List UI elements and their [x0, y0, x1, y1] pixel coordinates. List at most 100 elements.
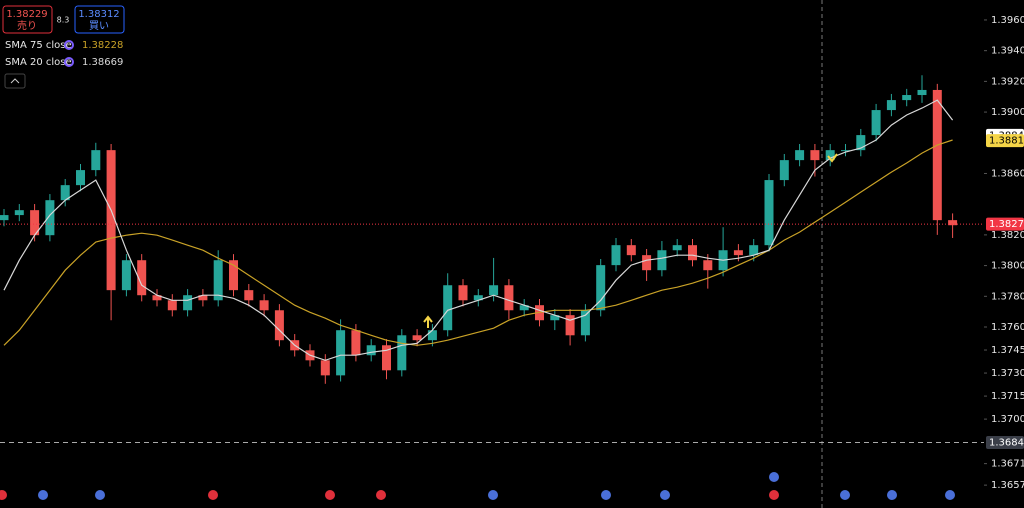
candle-body: [932, 89, 942, 221]
legend-settings-icon: [64, 40, 74, 50]
y-tick-label: 1.37150: [991, 391, 1024, 402]
price-tag: [986, 134, 1024, 148]
candle-body: [779, 160, 789, 181]
event-icon[interactable]: [887, 490, 897, 500]
candle-body: [611, 245, 621, 266]
candle-body: [825, 150, 835, 161]
buy-label: 買い: [89, 20, 109, 32]
sell-price: 1.38229: [6, 9, 47, 20]
sma-line: [3, 139, 953, 346]
legend-name: SMA 20 close: [5, 57, 72, 68]
candle-body: [672, 245, 682, 251]
events: [0, 472, 955, 500]
legend-settings-icon: [64, 57, 74, 67]
event-icon[interactable]: [325, 490, 335, 500]
candle-body: [810, 150, 820, 161]
candle-body: [137, 260, 147, 296]
event-icon[interactable]: [38, 490, 48, 500]
y-tick-label: 1.36710: [991, 459, 1024, 470]
candle-body: [167, 300, 177, 311]
y-tick-label: 1.39200: [991, 76, 1024, 87]
candle-body: [397, 335, 407, 371]
y-tick-label: 1.37300: [991, 368, 1024, 379]
event-icon[interactable]: [0, 490, 7, 500]
candle-body: [0, 215, 9, 221]
candle-body: [550, 315, 560, 321]
event-icon[interactable]: [488, 490, 498, 500]
candle-body: [886, 100, 896, 111]
candle-body: [351, 330, 361, 356]
event-icon[interactable]: [660, 490, 670, 500]
candle-body: [427, 330, 437, 341]
candle-body: [473, 295, 483, 301]
candle-body: [841, 150, 850, 152]
y-tick-label: 1.37800: [991, 291, 1024, 302]
y-tick-label: 1.39600: [991, 15, 1024, 26]
candle-body: [106, 150, 116, 291]
candle-body: [917, 89, 927, 96]
sell-button[interactable]: [2, 5, 53, 34]
event-icon[interactable]: [95, 490, 105, 500]
candle-body: [871, 110, 881, 136]
candle-body: [519, 305, 529, 311]
price-tag: [986, 435, 1024, 449]
candle-body: [443, 285, 453, 331]
chevron: [10, 78, 20, 84]
event-icon[interactable]: [376, 490, 386, 500]
candle-body: [121, 260, 131, 291]
candle-body: [274, 310, 284, 341]
event-icon[interactable]: [208, 490, 218, 500]
buy-price: 1.38312: [78, 9, 119, 20]
y-tick-label: 1.37000: [991, 414, 1024, 425]
candle-body: [412, 335, 422, 341]
candle-body: [596, 265, 606, 311]
sma-line: [3, 99, 954, 361]
legend-value: 1.38669: [82, 57, 123, 68]
y-tick-label: 1.37450: [991, 345, 1024, 356]
plot: [0, 75, 958, 384]
candle-body: [657, 250, 667, 271]
event-icon[interactable]: [769, 490, 779, 500]
price-tag-label: 1.38270: [989, 219, 1024, 230]
candle-body: [366, 345, 376, 356]
price-tag-label: 1.36848: [989, 437, 1024, 448]
candle-body: [733, 250, 743, 256]
y-tick-label: 1.38200: [991, 230, 1024, 241]
candle-body: [91, 150, 101, 171]
candle-body: [902, 95, 912, 101]
candle-body: [948, 220, 958, 226]
candle-body: [213, 260, 223, 301]
collapse-button[interactable]: [4, 73, 26, 89]
candle-body: [856, 135, 866, 151]
buy-button[interactable]: [74, 5, 125, 34]
y-tick-label: 1.37600: [991, 322, 1024, 333]
candle-body: [320, 360, 330, 376]
candle-body: [30, 210, 40, 236]
event-icon[interactable]: [769, 472, 779, 482]
y-tick-label: 1.39000: [991, 107, 1024, 118]
legend-value: 1.38228: [82, 40, 123, 51]
candle-body: [382, 345, 391, 371]
candle-body: [795, 150, 805, 161]
candle-body: [183, 295, 193, 311]
candle-body: [76, 170, 85, 186]
y-tick-label: 1.38000: [991, 261, 1024, 272]
candle-body: [14, 210, 24, 216]
candle-body: [458, 285, 468, 301]
sell-label: 売り: [17, 19, 37, 32]
candle-body: [642, 255, 652, 271]
event-icon[interactable]: [840, 490, 850, 500]
event-icon[interactable]: [601, 490, 611, 500]
event-icon[interactable]: [945, 490, 955, 500]
candle-body: [45, 200, 55, 236]
y-tick-label: 1.38600: [991, 168, 1024, 179]
candle-body: [626, 245, 636, 256]
candle-body: [244, 290, 254, 301]
y-tick-label: 1.36570: [991, 480, 1024, 491]
trade-marker: [423, 315, 433, 328]
candle-body: [703, 260, 713, 271]
legend-name: SMA 75 close: [5, 40, 72, 51]
candle-body: [259, 300, 269, 311]
price-tag: [986, 217, 1024, 231]
